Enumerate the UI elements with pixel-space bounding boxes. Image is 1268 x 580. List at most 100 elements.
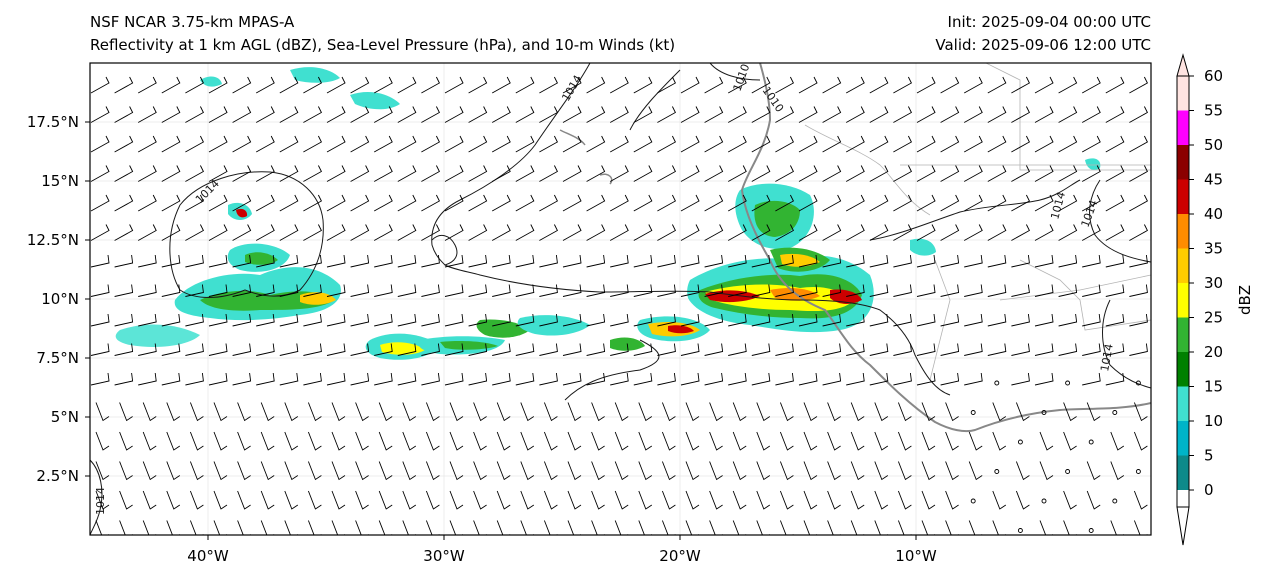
wind-barb (449, 520, 464, 535)
wind-barb (728, 313, 747, 327)
wind-barb (732, 431, 747, 451)
wind-barb (709, 431, 723, 451)
wind-barb (114, 343, 134, 356)
wind-barb (444, 165, 464, 182)
wind-barb (562, 135, 582, 153)
wind-barb (491, 194, 511, 212)
wind-barb (397, 135, 417, 153)
wind-barb (326, 313, 346, 327)
wind-barb (945, 402, 959, 422)
wind-barb (657, 343, 676, 356)
wind-barb (680, 194, 700, 212)
wind-barb (963, 135, 983, 153)
wind-barb (633, 106, 653, 123)
colorbar-tick-label: 35 (1204, 240, 1223, 258)
wind-barb (827, 520, 841, 535)
wind-barb (916, 135, 936, 153)
wind-barb (609, 106, 629, 123)
wind-barb (444, 372, 464, 386)
wind-barb (633, 254, 653, 268)
wind-barb (161, 224, 181, 241)
wind-barb (945, 490, 959, 510)
wind-barb (798, 106, 818, 123)
wind-barb (1086, 461, 1101, 481)
wind-barb (633, 76, 653, 94)
wind-barb (189, 402, 204, 422)
wind-barb (586, 224, 606, 241)
calm-wind-marker (1041, 410, 1047, 415)
wind-barb (90, 165, 110, 182)
wind-barb (893, 106, 912, 123)
wind-barb (397, 224, 417, 241)
wind-barb (1105, 313, 1125, 327)
wind-barb (846, 284, 865, 297)
wind-barb (119, 431, 133, 451)
wind-barb (539, 165, 558, 182)
wind-barb (803, 402, 818, 422)
wind-barb (874, 402, 889, 422)
wind-barb (137, 76, 157, 94)
wind-barb (1129, 106, 1148, 123)
wind-barb (421, 165, 440, 182)
wind-barb (326, 372, 346, 386)
wind-barb (964, 372, 983, 386)
wind-barb (138, 254, 157, 268)
wind-barb (515, 313, 535, 327)
wind-barb (845, 224, 865, 241)
colorbar-segment (1177, 386, 1189, 421)
wind-barb (987, 313, 1007, 327)
wind-barb (610, 284, 629, 297)
wind-barb (567, 490, 582, 510)
wind-barb (727, 135, 747, 153)
wind-barb (492, 284, 511, 297)
wind-barb (331, 402, 346, 422)
wind-barb (968, 520, 983, 535)
wind-barb (1058, 135, 1078, 153)
wind-barb (657, 313, 676, 327)
wind-barb (756, 461, 771, 481)
wind-barb (916, 76, 936, 94)
wind-barb (232, 135, 252, 153)
wind-barb (775, 165, 794, 182)
wind-barb (303, 372, 322, 386)
wind-barb (987, 135, 1007, 153)
wind-barb (350, 343, 370, 356)
wind-barb (893, 284, 912, 297)
wind-barb (213, 461, 228, 481)
colorbar-tick-label: 15 (1204, 378, 1223, 396)
lon-tick-label: 20°W (659, 547, 701, 565)
wind-barb (279, 106, 299, 123)
wind-barb (893, 313, 912, 327)
wind-barb (1034, 254, 1054, 268)
wind-barb (822, 106, 842, 123)
wind-barb (1015, 402, 1030, 422)
wind-barb (232, 106, 252, 123)
wind-barb (90, 194, 110, 212)
wind-barb (1039, 461, 1054, 481)
wind-barb (444, 76, 464, 94)
wind-barb (779, 402, 794, 422)
wind-barb (586, 135, 606, 153)
wind-barb (846, 313, 865, 327)
wind-barb (704, 343, 724, 356)
wind-barb (633, 313, 653, 327)
wind-barb (373, 224, 393, 241)
wind-barb (586, 284, 606, 297)
wind-barb (539, 372, 558, 386)
calm-wind-marker (994, 469, 1000, 474)
wind-barb (326, 224, 346, 241)
wind-barb (586, 343, 606, 356)
wind-barb (779, 490, 794, 510)
wind-barb (638, 461, 653, 481)
wind-barb (775, 106, 794, 123)
wind-barb (520, 461, 535, 481)
wind-barb (449, 461, 464, 481)
wind-barb (897, 431, 912, 451)
wind-barb (350, 284, 370, 297)
calm-wind-marker (970, 498, 976, 504)
colorbar-tick-label: 20 (1204, 343, 1223, 361)
wind-barb (661, 461, 676, 481)
wind-barb (963, 224, 983, 241)
wind-barb (940, 224, 960, 241)
wind-barb (425, 490, 440, 510)
